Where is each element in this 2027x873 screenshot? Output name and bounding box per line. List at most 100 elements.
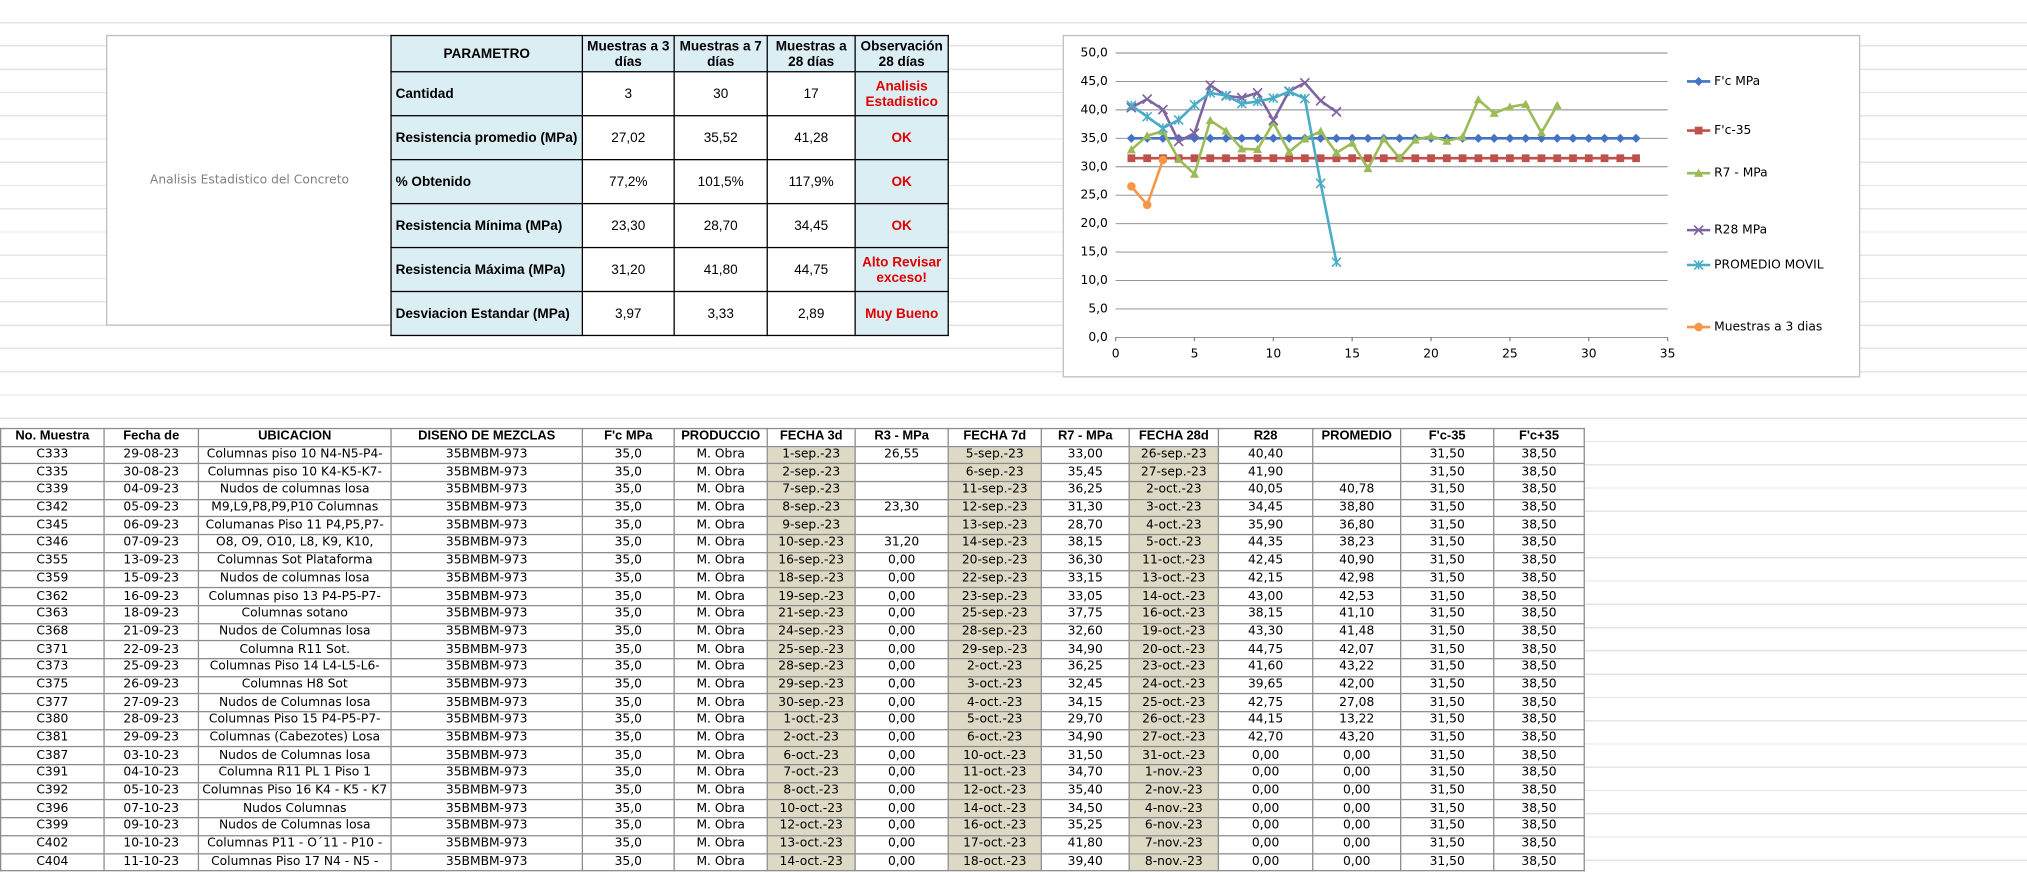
cell: 40,05: [1217, 480, 1314, 500]
point: [1693, 224, 1704, 236]
point: [1568, 133, 1578, 143]
legend-label: R28 MPa: [1714, 223, 1767, 237]
cell: 13-sep.-23: [947, 516, 1042, 536]
cell: 35BMBM-973: [390, 622, 584, 642]
cell: 34,90: [1040, 728, 1130, 748]
cell: 31,50: [1400, 852, 1495, 872]
cell: 38,50: [1493, 799, 1585, 819]
cell: 28-09-23: [103, 711, 200, 730]
cell: 31,50: [1400, 693, 1495, 713]
cell: 35,45: [1040, 463, 1130, 483]
header-cell: Muestras a 7 días: [673, 34, 768, 73]
cell: 9-sep.-23: [766, 516, 856, 536]
cell: 40,40: [1217, 445, 1314, 465]
point: [1157, 123, 1169, 134]
point: [1331, 133, 1341, 143]
cell: C396: [0, 799, 105, 819]
series-line: [1130, 90, 1338, 263]
table-row: C404 11-10-23 Columnas Piso 17 N4 - N5 -35…: [0, 852, 1585, 872]
cell: 29,70: [1040, 711, 1130, 730]
cell: 1-sep.-23: [766, 445, 856, 465]
cell: 35,0: [581, 445, 675, 465]
point: [1363, 163, 1373, 173]
cell: 31,50: [1400, 516, 1495, 536]
cell: 31,50: [1400, 781, 1495, 801]
cell: 0,00: [854, 622, 949, 642]
table-row: C359 15-09-23 Nudos de columnas losa 35BMBM…: [0, 569, 1585, 589]
cell: 41,90: [1217, 463, 1314, 483]
cell: C380: [0, 711, 105, 730]
point: [1299, 93, 1310, 104]
table-row: C363 18-09-23 Columnas sotano 35BMBM-973 35,…: [0, 604, 1585, 624]
cell: 11-oct.-23: [1128, 551, 1220, 571]
cell: M. Obra: [673, 817, 768, 837]
cell: 30-sep.-23: [766, 693, 856, 713]
cell: 20-oct.-23: [1128, 640, 1220, 660]
cell: 05-09-23: [103, 498, 200, 518]
cell: 31,20: [854, 534, 949, 554]
cell: 35,0: [581, 498, 675, 518]
cell: M. Obra: [673, 728, 768, 748]
cell: 14-oct.-23: [947, 799, 1042, 819]
legend-label: F'c-35: [1714, 123, 1751, 137]
cell: 35BMBM-973: [390, 534, 584, 554]
cell: 17: [766, 71, 856, 117]
cell: C375: [0, 675, 105, 695]
cell: 36,25: [1040, 480, 1130, 500]
cell: 31,20: [581, 246, 675, 293]
cell: 31,50: [1400, 445, 1495, 465]
cell: 38,80: [1312, 498, 1402, 518]
point: [1285, 154, 1293, 163]
cell: 42,75: [1217, 693, 1314, 713]
header-cell: F'c-35: [1400, 427, 1495, 447]
cell: M. Obra: [673, 764, 768, 784]
table-row: C346 07-09-23 O8, O9, O10, L8, K9, K10, 35B…: [0, 534, 1585, 554]
cell: 0,00: [1312, 834, 1402, 854]
cell: 34,90: [1040, 640, 1130, 660]
cell: Resistencia Máxima (MPa): [390, 246, 584, 293]
cell: 31,50: [1400, 764, 1495, 784]
cell: 35BMBM-973: [390, 764, 584, 784]
cell: 2-nov.-23: [1128, 781, 1220, 801]
cell: 0,00: [854, 781, 949, 801]
cell: 31,50: [1400, 534, 1495, 554]
cell: 27-oct.-23: [1128, 728, 1220, 748]
cell: 38,50: [1493, 516, 1585, 536]
cell: 117,9%: [766, 159, 856, 205]
cell: Columna R11 Sot.: [197, 640, 392, 660]
x-tick-label: 10: [1266, 347, 1282, 361]
point: [1347, 133, 1357, 143]
summary-row: % Obtenido 77,2% 101,5% 117,9% OK: [390, 159, 949, 205]
cell: 1-oct.-23: [766, 711, 856, 730]
point: [1220, 90, 1232, 101]
point: [1331, 257, 1342, 268]
cell: Columnas (Cabezotes) Losa: [197, 728, 392, 748]
point: [1142, 131, 1152, 140]
y-tick-label: 15,0: [1081, 245, 1108, 259]
point: [1458, 132, 1468, 141]
cell: C342: [0, 498, 105, 518]
cell: 14-oct.-23: [766, 852, 856, 872]
cell: 35,0: [581, 834, 675, 854]
cell: Resistencia promedio (MPa): [390, 115, 584, 161]
cell: 0,00: [1217, 834, 1314, 854]
cell: [854, 516, 949, 536]
y-tick-label: 50,0: [1081, 46, 1108, 60]
cell: 5-oct.-23: [1128, 534, 1220, 554]
cell: C346: [0, 534, 105, 554]
header-cell: R3 - MPa: [854, 427, 949, 447]
point: [1126, 145, 1136, 154]
cell: 29-09-23: [103, 728, 200, 748]
point: [1157, 104, 1169, 115]
cell: 12-oct.-23: [947, 781, 1042, 801]
point: [1348, 154, 1357, 163]
cell: 34,50: [1040, 799, 1130, 819]
point: [1505, 133, 1515, 143]
header-cell: F'c MPa: [581, 427, 675, 447]
header-cell: PRODUCCIO: [673, 427, 768, 447]
point: [1300, 134, 1310, 143]
cell: 41,80: [673, 246, 768, 293]
cell: 6-sep.-23: [947, 463, 1042, 483]
cell: 38,50: [1493, 781, 1585, 801]
cell: 33,15: [1040, 569, 1130, 589]
